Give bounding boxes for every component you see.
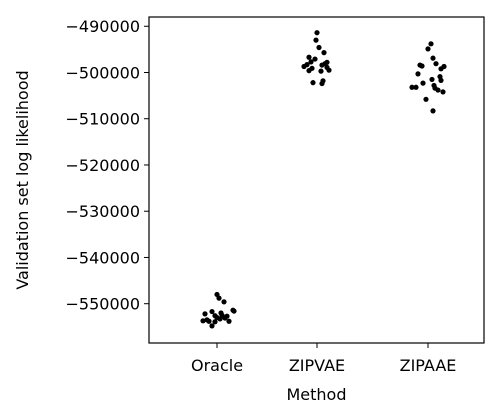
data-point-zipaae — [431, 82, 437, 89]
data-point-oracle — [202, 311, 208, 317]
x-axis-label: Method — [286, 385, 346, 404]
data-point-zipaae — [423, 96, 429, 102]
data-point-oracle — [216, 295, 222, 301]
data-point-zipaae — [433, 61, 439, 67]
data-point-oracle — [209, 323, 215, 329]
data-point-zipvae — [312, 56, 318, 62]
data-point-oracle — [214, 314, 220, 321]
data-point-oracle — [222, 315, 228, 321]
data-point-zipvae — [310, 80, 316, 86]
data-point-zipvae — [326, 67, 332, 73]
y-tick-label: −510000 — [66, 110, 140, 129]
data-point-oracle — [231, 308, 237, 314]
data-point-oracle — [204, 317, 210, 323]
y-tick-label: −550000 — [66, 295, 140, 314]
data-point-oracle — [200, 318, 206, 324]
y-axis-ticks: −490000 −500000 −510000 −520000 −530000 −5400… — [66, 17, 149, 314]
data-point-oracle — [218, 310, 224, 316]
data-point-zipaae — [415, 71, 421, 77]
x-tick-label: ZIPAAE — [400, 356, 457, 375]
data-point-zipvae — [314, 30, 320, 36]
data-point-zipaae — [413, 84, 419, 90]
data-point-zipaae — [419, 63, 425, 69]
y-tick-label: −520000 — [66, 156, 140, 175]
plot-area — [149, 17, 484, 343]
data-point-zipaae — [430, 55, 436, 61]
y-tick-label: −490000 — [66, 17, 140, 36]
data-point-zipaae — [428, 41, 434, 47]
data-points — [200, 30, 447, 329]
data-point-oracle — [209, 308, 215, 315]
data-point-zipvae — [324, 59, 330, 65]
plot-frame — [148, 16, 485, 344]
data-point-zipaae — [440, 89, 446, 95]
y-tick-label: −540000 — [66, 248, 140, 267]
y-axis-label: Validation set log likelihood — [13, 70, 32, 289]
data-point-zipaae — [435, 87, 441, 93]
data-point-oracle — [221, 299, 227, 305]
y-tick-label: −530000 — [66, 202, 140, 221]
data-point-zipvae — [313, 37, 319, 43]
data-point-zipvae — [306, 54, 312, 60]
data-point-zipaae — [430, 108, 436, 114]
data-point-zipvae — [320, 78, 326, 84]
data-point-zipaae — [409, 84, 415, 90]
data-point-zipvae — [321, 50, 327, 56]
data-point-zipvae — [301, 63, 307, 70]
y-tick-label: −500000 — [66, 63, 140, 82]
data-point-zipvae — [306, 68, 312, 74]
data-point-zipaae — [420, 80, 426, 86]
data-point-zipaae — [425, 46, 431, 52]
x-axis-ticks: Oracle ZIPVAE ZIPAAE — [191, 343, 456, 375]
x-tick-label: ZIPVAE — [289, 356, 345, 375]
data-point-zipvae — [318, 68, 324, 74]
data-point-zipvae — [308, 59, 314, 65]
data-point-zipvae — [316, 44, 322, 51]
data-point-zipaae — [438, 77, 444, 83]
data-point-zipaae — [429, 76, 435, 83]
data-point-oracle — [226, 318, 232, 324]
data-point-oracle — [212, 319, 218, 325]
x-tick-label: Oracle — [191, 356, 243, 375]
data-point-zipaae — [441, 63, 447, 70]
